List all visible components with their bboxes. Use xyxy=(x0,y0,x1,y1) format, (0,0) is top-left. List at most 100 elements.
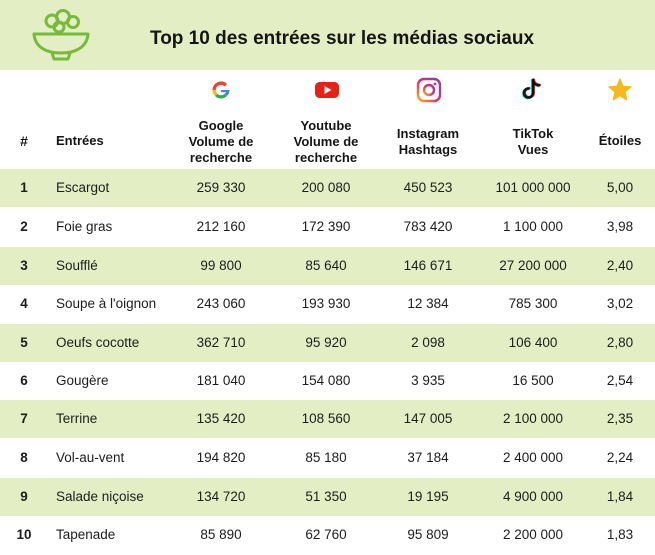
row-stars: 2,24 xyxy=(606,450,634,465)
page-title: Top 10 des entrées sur les médias sociau… xyxy=(150,28,535,49)
row-stars: 2,35 xyxy=(606,411,634,426)
row-rank: 5 xyxy=(20,335,28,350)
row-rank: 7 xyxy=(20,411,28,426)
row-rank: 4 xyxy=(20,296,28,311)
row-instagram: 19 195 xyxy=(407,489,449,504)
row-stars: 1,83 xyxy=(606,527,634,542)
row-dish: Vol-au-vent xyxy=(56,450,125,465)
row-tiktok: 27 200 000 xyxy=(499,258,567,273)
row-stars: 2,80 xyxy=(606,335,634,350)
row-google: 134 720 xyxy=(196,489,246,504)
header-instagram: Instagram Hashtags xyxy=(373,126,483,158)
row-tiktok: 1 100 000 xyxy=(502,219,564,234)
row-tiktok: 106 400 xyxy=(508,335,558,350)
row-youtube: 108 560 xyxy=(301,411,351,426)
row-rank: 10 xyxy=(16,527,32,542)
google-icon xyxy=(212,81,230,99)
row-youtube: 85 640 xyxy=(305,258,347,273)
header-google-line: Volume de xyxy=(188,134,254,149)
row-tiktok: 4 900 000 xyxy=(502,489,564,504)
row-rank: 8 xyxy=(20,450,28,465)
row-dish: Escargot xyxy=(56,180,110,195)
row-dish: Tapenade xyxy=(56,527,116,542)
row-google: 243 060 xyxy=(196,296,246,311)
header-google: Google Volume de recherche xyxy=(166,118,276,166)
row-google: 99 800 xyxy=(200,258,242,273)
row-dish: Salade niçoise xyxy=(56,489,144,504)
row-rank: 1 xyxy=(20,180,28,195)
header-youtube-line: Youtube xyxy=(300,118,352,133)
row-stars: 2,40 xyxy=(606,258,634,273)
row-rank: 6 xyxy=(20,373,28,388)
star-icon xyxy=(608,78,632,101)
row-dish: Oeufs cocotte xyxy=(56,335,140,350)
row-stars: 3,98 xyxy=(606,219,634,234)
row-dish: Soupe à l'oignon xyxy=(56,296,157,311)
header-instagram-line: Hashtags xyxy=(398,142,458,157)
row-youtube: 51 350 xyxy=(305,489,347,504)
header-rank: # xyxy=(20,133,28,149)
table-row: 3 Soufflé 99 800 85 640 146 671 27 200 0… xyxy=(0,247,655,285)
table-row: 9 Salade niçoise 134 720 51 350 19 195 4… xyxy=(0,478,655,516)
table-row: 4 Soupe à l'oignon 243 060 193 930 12 38… xyxy=(0,285,655,323)
header-stars: Étoiles xyxy=(598,133,642,148)
table-row: 7 Terrine 135 420 108 560 147 005 2 100 … xyxy=(0,400,655,438)
row-instagram: 783 420 xyxy=(403,219,453,234)
row-youtube: 172 390 xyxy=(301,219,351,234)
title-band: Top 10 des entrées sur les médias sociau… xyxy=(0,0,655,70)
table-row: 5 Oeufs cocotte 362 710 95 920 2 098 106… xyxy=(0,324,655,362)
row-instagram: 450 523 xyxy=(403,180,453,195)
row-dish: Soufflé xyxy=(56,258,98,273)
row-instagram: 147 005 xyxy=(403,411,453,426)
row-dish: Gougère xyxy=(56,373,109,388)
header-google-line: recherche xyxy=(189,150,253,165)
tiktok-icon xyxy=(521,78,542,100)
row-instagram: 2 098 xyxy=(411,335,445,350)
table-row: 2 Foie gras 212 160 172 390 783 420 1 10… xyxy=(0,208,655,246)
row-tiktok: 2 400 000 xyxy=(502,450,564,465)
row-dish: Terrine xyxy=(56,411,98,426)
header-tiktok-line: Vues xyxy=(517,142,549,157)
row-youtube: 200 080 xyxy=(301,180,351,195)
header-youtube: Youtube Volume de recherche xyxy=(271,118,381,166)
row-google: 85 890 xyxy=(200,527,242,542)
row-stars: 2,54 xyxy=(606,373,634,388)
table-row: 8 Vol-au-vent 194 820 85 180 37 184 2 40… xyxy=(0,439,655,477)
instagram-icon xyxy=(416,77,442,103)
row-google: 362 710 xyxy=(196,335,246,350)
row-stars: 3,02 xyxy=(606,296,634,311)
row-instagram: 146 671 xyxy=(403,258,453,273)
row-youtube: 154 080 xyxy=(301,373,351,388)
row-tiktok: 785 300 xyxy=(508,296,558,311)
row-youtube: 95 920 xyxy=(305,335,347,350)
header-google-line: Google xyxy=(198,118,244,133)
row-google: 194 820 xyxy=(196,450,246,465)
row-google: 212 160 xyxy=(196,219,246,234)
row-google: 135 420 xyxy=(196,411,246,426)
row-google: 181 040 xyxy=(196,373,246,388)
header-instagram-line: Instagram xyxy=(396,126,460,141)
table-row: 10 Tapenade 85 890 62 760 95 809 2 200 0… xyxy=(0,516,655,554)
row-dish: Foie gras xyxy=(56,219,113,234)
row-youtube: 85 180 xyxy=(305,450,347,465)
header-tiktok: TikTok Vues xyxy=(478,126,588,158)
row-instagram: 95 809 xyxy=(407,527,449,542)
table-row: 1 Escargot 259 330 200 080 450 523 101 0… xyxy=(0,169,655,207)
header-dish: Entrées xyxy=(56,133,104,148)
header-youtube-line: recherche xyxy=(294,150,358,165)
row-instagram: 37 184 xyxy=(407,450,449,465)
row-tiktok: 2 200 000 xyxy=(502,527,564,542)
row-youtube: 193 930 xyxy=(301,296,351,311)
row-stars: 5,00 xyxy=(606,180,634,195)
row-tiktok: 101 000 000 xyxy=(495,180,571,195)
header-youtube-line: Volume de xyxy=(293,134,359,149)
row-instagram: 12 384 xyxy=(407,296,449,311)
row-tiktok: 16 500 xyxy=(512,373,554,388)
table-row: 6 Gougère 181 040 154 080 3 935 16 500 2… xyxy=(0,362,655,400)
youtube-icon xyxy=(315,82,339,98)
row-rank: 9 xyxy=(20,489,28,504)
row-tiktok: 2 100 000 xyxy=(502,411,564,426)
header-tiktok-line: TikTok xyxy=(512,126,554,141)
row-rank: 2 xyxy=(20,219,28,234)
